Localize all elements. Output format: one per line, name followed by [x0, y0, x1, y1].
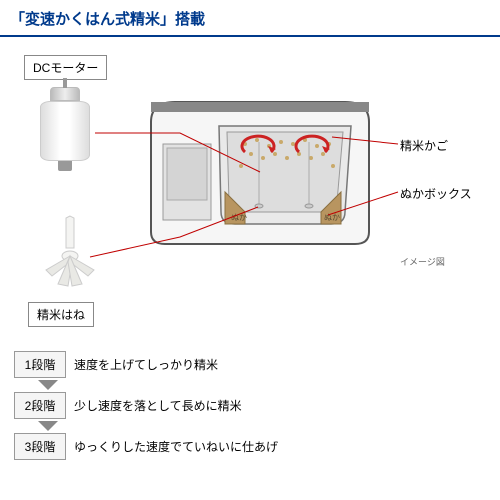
section-heading: 「変速かくはん式精米」搭載 [0, 0, 500, 37]
diagram-area: DCモーター 精米はね [0, 37, 500, 337]
stage-text-1: 速度を上げてしっかり精米 [74, 356, 218, 373]
image-note: イメージ図 [400, 255, 445, 268]
stage-box-3: 3段階 [14, 433, 66, 460]
motor-label: DCモーター [24, 55, 107, 80]
stage-box-2: 2段階 [14, 392, 66, 419]
stage-box-1: 1段階 [14, 351, 66, 378]
step-row: 3段階 ゆっくりした速度でていねいに仕あげ [14, 433, 486, 460]
bran-text-left: ぬか [231, 213, 247, 222]
branbox-label: ぬかボックス [400, 185, 472, 202]
bran-text-right: ぬか [324, 213, 340, 222]
impeller-label: 精米はね [28, 302, 94, 327]
stage-text-3: ゆっくりした速度でていねいに仕あげ [74, 438, 278, 455]
basket-label: 精米かご [400, 137, 448, 154]
steps-list: 1段階 速度を上げてしっかり精米 2段階 少し速度を落として長めに精米 3段階 … [14, 351, 486, 460]
arrow-down-icon [38, 380, 58, 390]
step-row: 1段階 速度を上げてしっかり精米 [14, 351, 486, 378]
arrow-down-icon [38, 421, 58, 431]
dc-motor-illustration [30, 87, 100, 177]
impeller-illustration [40, 212, 100, 292]
rice-mill-cutaway: ぬか ぬか [145, 82, 375, 262]
stage-text-2: 少し速度を落として長めに精米 [74, 397, 242, 414]
step-row: 2段階 少し速度を落として長めに精米 [14, 392, 486, 419]
